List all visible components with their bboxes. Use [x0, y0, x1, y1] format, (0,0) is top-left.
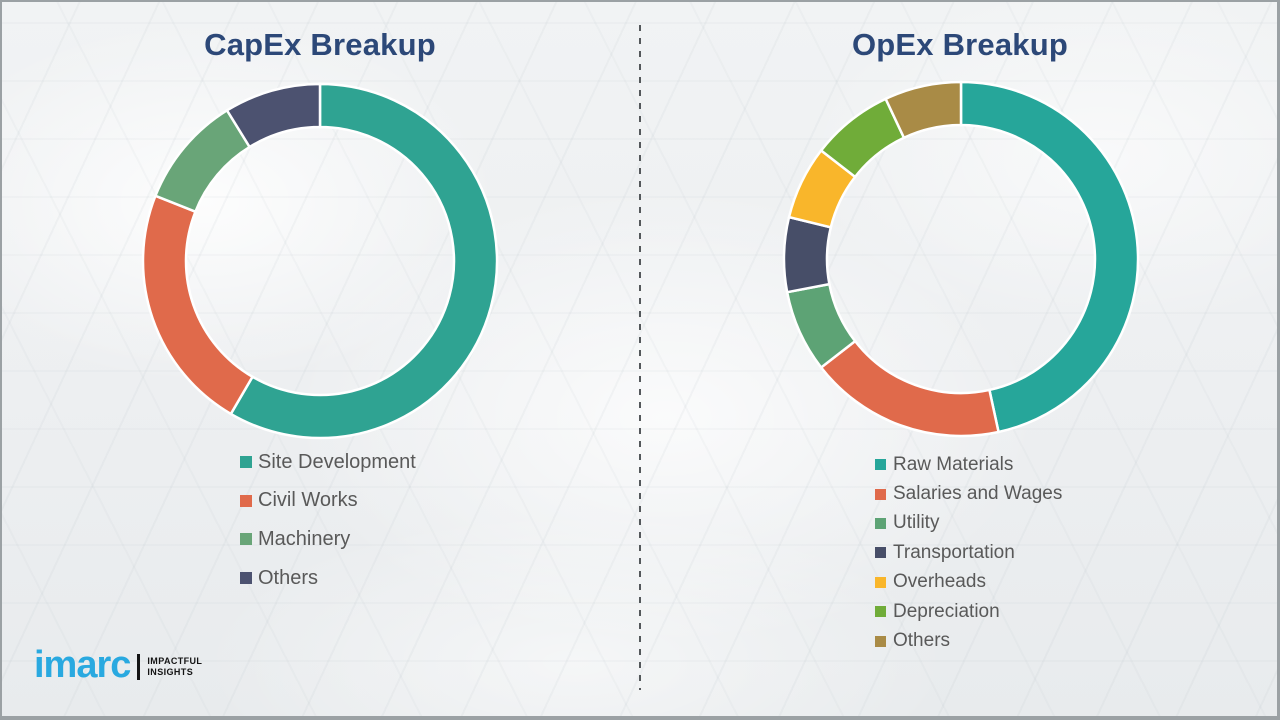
frame-edge-left: [0, 0, 2, 720]
legend-label: Salaries and Wages: [893, 483, 1063, 505]
logo-tagline-line2: INSIGHTS: [147, 667, 194, 677]
legend-swatch: [240, 533, 252, 546]
frame-edge-top: [0, 0, 1280, 2]
legend-label: Others: [893, 630, 951, 652]
donut-segment-raw-materials: [959, 80, 1140, 434]
frame-edge-right: [1277, 0, 1280, 720]
capex-donut-chart: [141, 82, 499, 440]
legend-item: Salaries and Wages: [875, 479, 1062, 508]
donut-segment-site-development: [229, 82, 499, 440]
legend-label: Utility: [893, 512, 940, 534]
legend-swatch: [240, 494, 252, 507]
legend-swatch: [875, 635, 886, 647]
legend-label: Machinery: [258, 527, 351, 550]
legend-swatch: [875, 459, 886, 471]
legend-swatch: [240, 456, 252, 469]
opex-legend: Raw Materials Salaries and Wages Utility Tr…: [875, 450, 1062, 656]
legend-swatch: [875, 488, 886, 500]
legend-item: Utility: [875, 509, 1062, 538]
legend-label: Overheads: [893, 571, 986, 593]
legend-swatch: [875, 606, 886, 618]
legend-item: Overheads: [875, 568, 1062, 597]
logo-separator-bar: [137, 654, 141, 680]
legend-item: Machinery: [240, 520, 416, 559]
legend-swatch: [875, 547, 886, 559]
legend-item: Raw Materials: [875, 450, 1062, 479]
legend-swatch: [875, 576, 886, 588]
legend-item: Others: [240, 559, 416, 598]
imarc-logo-text: imarc: [34, 644, 131, 686]
legend-item: Civil Works: [240, 482, 416, 521]
legend-item: Others: [875, 626, 1062, 655]
legend-item: Site Development: [240, 443, 416, 482]
legend-label: Others: [258, 566, 319, 589]
legend-swatch: [875, 517, 886, 529]
legend-label: Raw Materials: [893, 453, 1014, 475]
legend-label: Transportation: [893, 541, 1015, 563]
opex-donut-chart: [782, 80, 1140, 438]
frame-edge-bottom: [0, 716, 1280, 720]
legend-label: Depreciation: [893, 600, 1000, 622]
opex-title: OpEx Breakup: [851, 27, 1069, 62]
donut-segment-others: [225, 82, 322, 149]
donut-segment-salaries-and-wages: [819, 339, 1001, 438]
divider-dashed-line: [639, 25, 641, 690]
capex-legend: Site Development Civil Works Machinery Othe…: [240, 443, 416, 597]
legend-item: Transportation: [875, 538, 1062, 567]
logo-tagline: IMPACTFUL INSIGHTS: [147, 656, 202, 678]
legend-swatch: [240, 572, 252, 585]
legend-label: Site Development: [258, 450, 416, 473]
donut-segment-civil-works: [141, 194, 255, 416]
legend-label: Civil Works: [258, 489, 358, 512]
logo-tagline-line1: IMPACTFUL: [147, 656, 203, 667]
capex-title: CapEx Breakup: [204, 27, 436, 62]
imarc-logo: imarc IMPACTFUL INSIGHTS: [34, 646, 202, 684]
legend-item: Depreciation: [875, 597, 1062, 626]
donut-segment-transportation: [782, 215, 833, 294]
donut-segment-others: [883, 80, 963, 140]
